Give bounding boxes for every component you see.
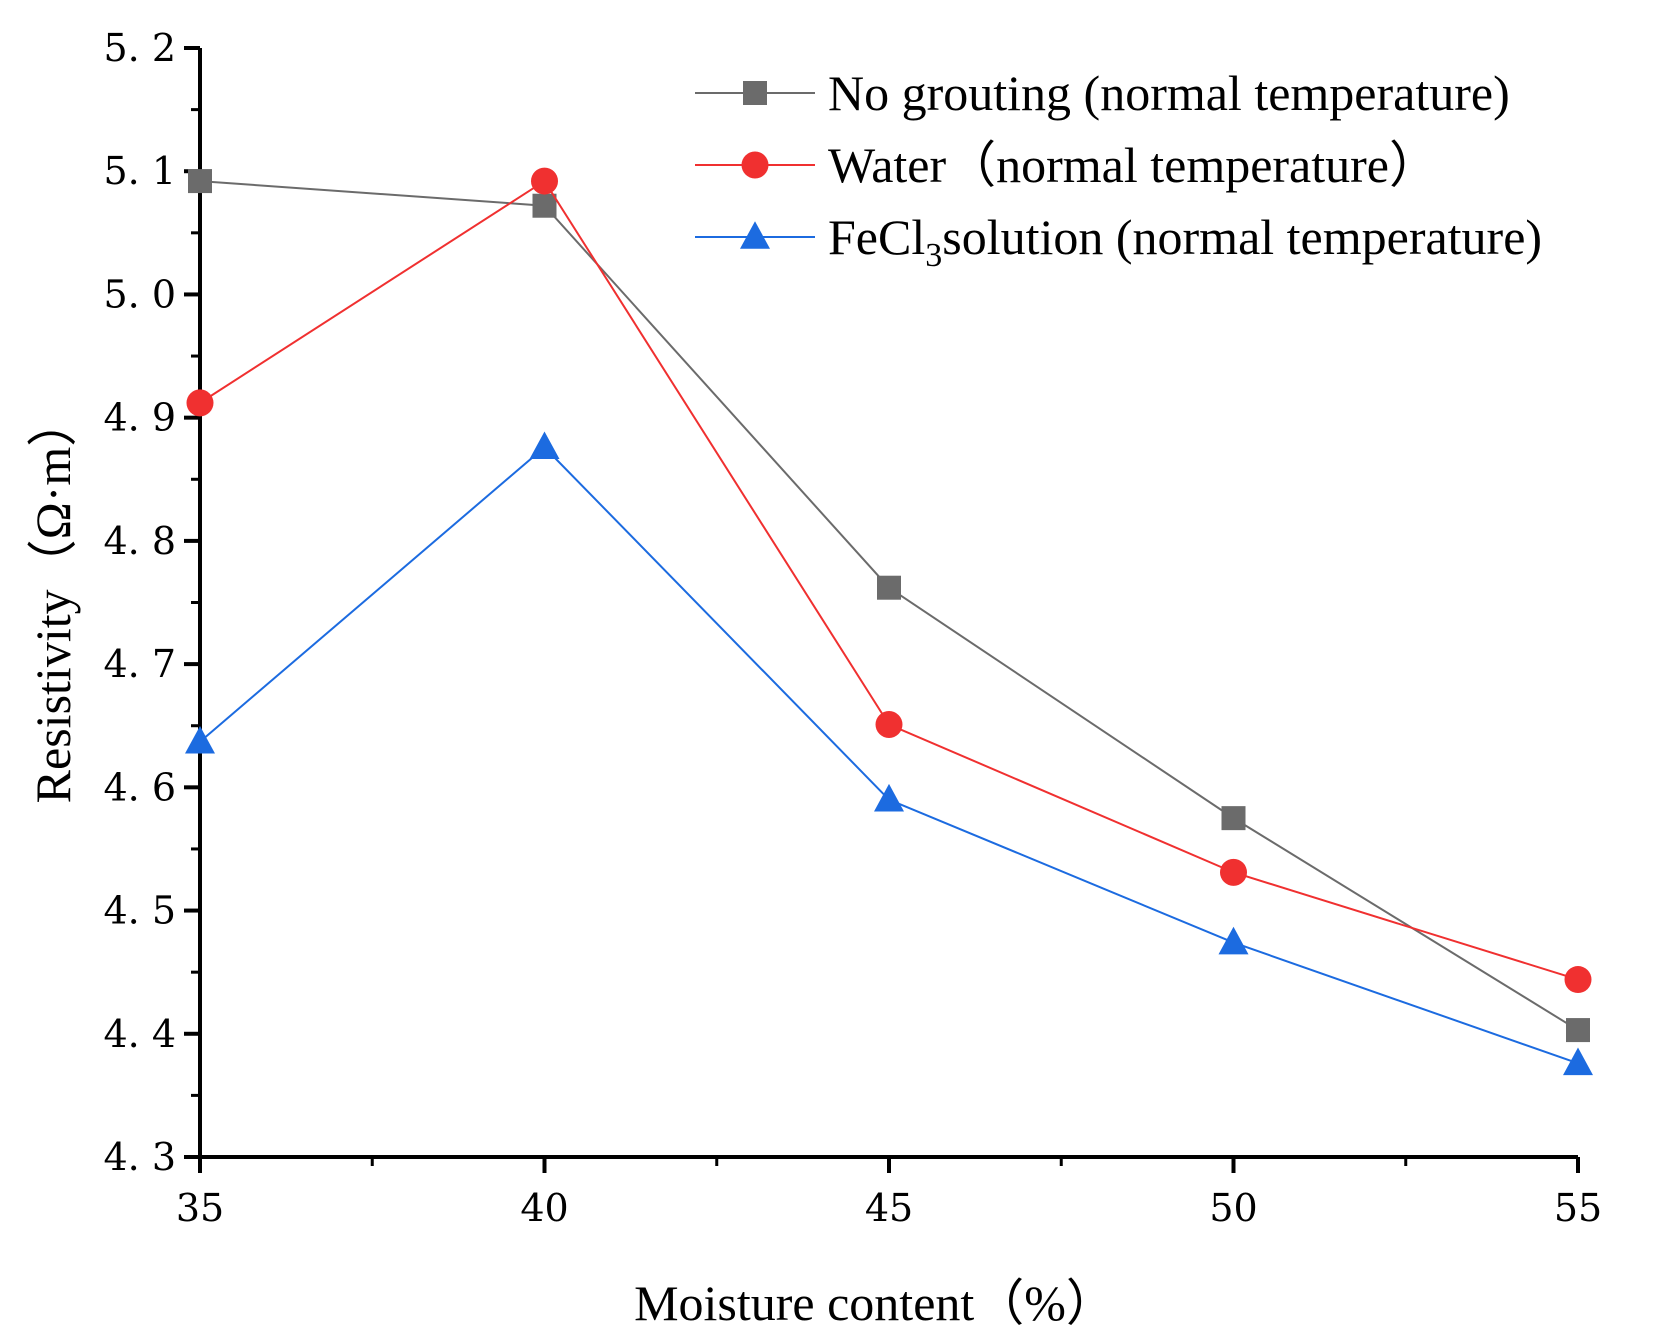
data-point xyxy=(874,783,904,812)
plot-area xyxy=(185,167,1593,1076)
data-point xyxy=(1221,806,1246,831)
data-point xyxy=(875,710,903,738)
y-tick-label: 4. 8 xyxy=(103,519,176,563)
data-point xyxy=(1566,1018,1590,1043)
x-tick-label: 50 xyxy=(1209,1186,1257,1230)
axes: 4. 3 4. 4 4. 5 4. 6 4. 7 4. 8 4. 9 5. 0 5. 1 5. 2… xyxy=(103,26,1602,1230)
y-tick-label: 4. 9 xyxy=(103,396,176,440)
x-axis-title: Moisture content（%） xyxy=(634,1275,1116,1331)
x-tick-label: 35 xyxy=(176,1186,224,1230)
legend-marker xyxy=(740,221,770,249)
y-tick-label: 4. 4 xyxy=(103,1012,176,1056)
y-tick-label: 4. 6 xyxy=(103,765,176,809)
y-tick-label: 4. 7 xyxy=(103,642,176,686)
legend: No grouting (normal temperature) Water（no… xyxy=(695,65,1542,274)
x-tick-label: 40 xyxy=(520,1186,568,1230)
y-tick-label: 4. 3 xyxy=(103,1135,176,1179)
data-point xyxy=(1563,1047,1593,1076)
y-tick-label: 5. 1 xyxy=(103,149,176,193)
legend-marker xyxy=(741,151,769,179)
data-point xyxy=(1218,926,1249,955)
data-point xyxy=(186,389,214,417)
y-tick-label: 4. 5 xyxy=(103,889,176,933)
data-point xyxy=(529,431,560,460)
y-axis-title: Resistivity（Ω·m） xyxy=(25,397,81,804)
data-point xyxy=(877,575,901,600)
series-line xyxy=(199,445,1579,1065)
x-tick-label: 55 xyxy=(1554,1186,1602,1230)
legend-label: No grouting (normal temperature) xyxy=(828,65,1510,121)
data-point xyxy=(531,167,558,195)
x-tick-label: 45 xyxy=(865,1186,913,1230)
data-point xyxy=(188,169,212,194)
data-point xyxy=(185,725,215,754)
legend-label: Water（normal temperature） xyxy=(828,137,1439,193)
data-point xyxy=(1564,966,1592,994)
y-tick-label: 5. 2 xyxy=(103,26,176,70)
series-line xyxy=(199,180,1579,1031)
legend-label: FeCl3solution (normal temperature) xyxy=(828,209,1542,274)
series-3 xyxy=(185,431,1593,1076)
data-point xyxy=(532,193,557,218)
y-tick-label: 5. 0 xyxy=(103,272,176,316)
series-2 xyxy=(186,167,1592,994)
legend-marker xyxy=(743,81,767,105)
data-point xyxy=(1220,858,1247,886)
series-1 xyxy=(188,169,1590,1043)
